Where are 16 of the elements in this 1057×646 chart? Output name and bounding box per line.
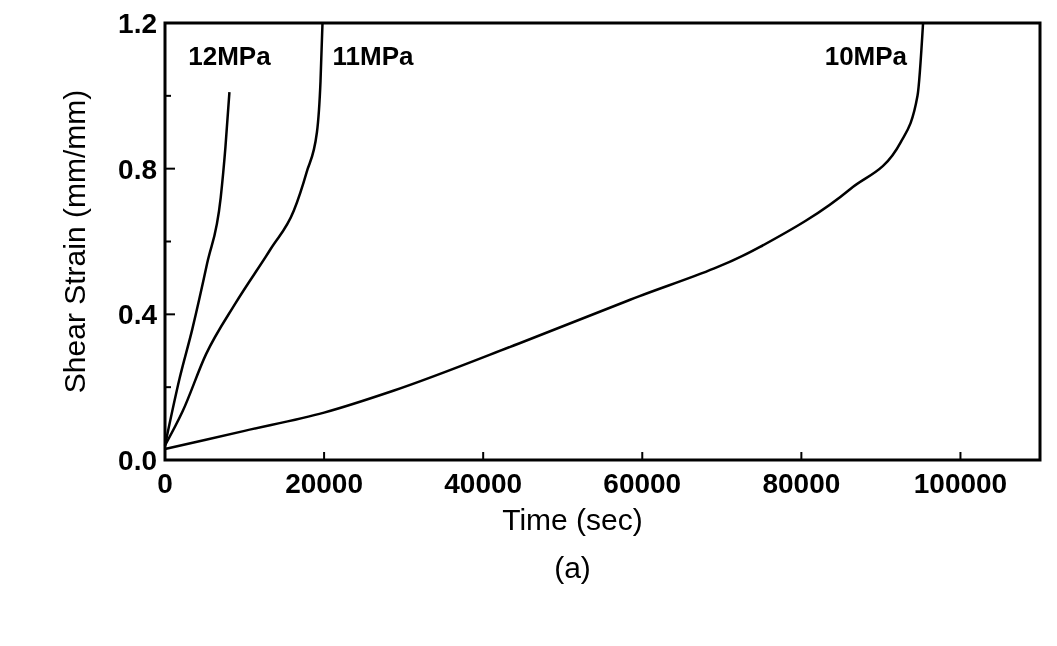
- x-tick-label: 0: [157, 468, 173, 499]
- y-tick-label: 0.4: [118, 299, 158, 331]
- x-tick-label: 60000: [603, 468, 682, 499]
- series-label: 10MPa: [824, 41, 908, 71]
- x-axis-title: Time (sec): [502, 503, 643, 536]
- y-axis-title: Shear Strain (mm/mm): [58, 89, 91, 394]
- x-tick-label: 40000: [444, 468, 523, 499]
- y-tick-label: 0.0: [118, 445, 157, 476]
- series-label: 11MPa: [332, 41, 414, 71]
- x-tick-label: 100000: [913, 468, 1008, 499]
- y-tick-label: 0.8: [118, 153, 157, 185]
- text: (a): [554, 551, 591, 584]
- series-label: 12MPa: [188, 41, 272, 71]
- y-tick-label: 1.2: [118, 8, 157, 39]
- x-tick-label: 80000: [762, 468, 841, 499]
- x-tick-label: 20000: [285, 468, 364, 499]
